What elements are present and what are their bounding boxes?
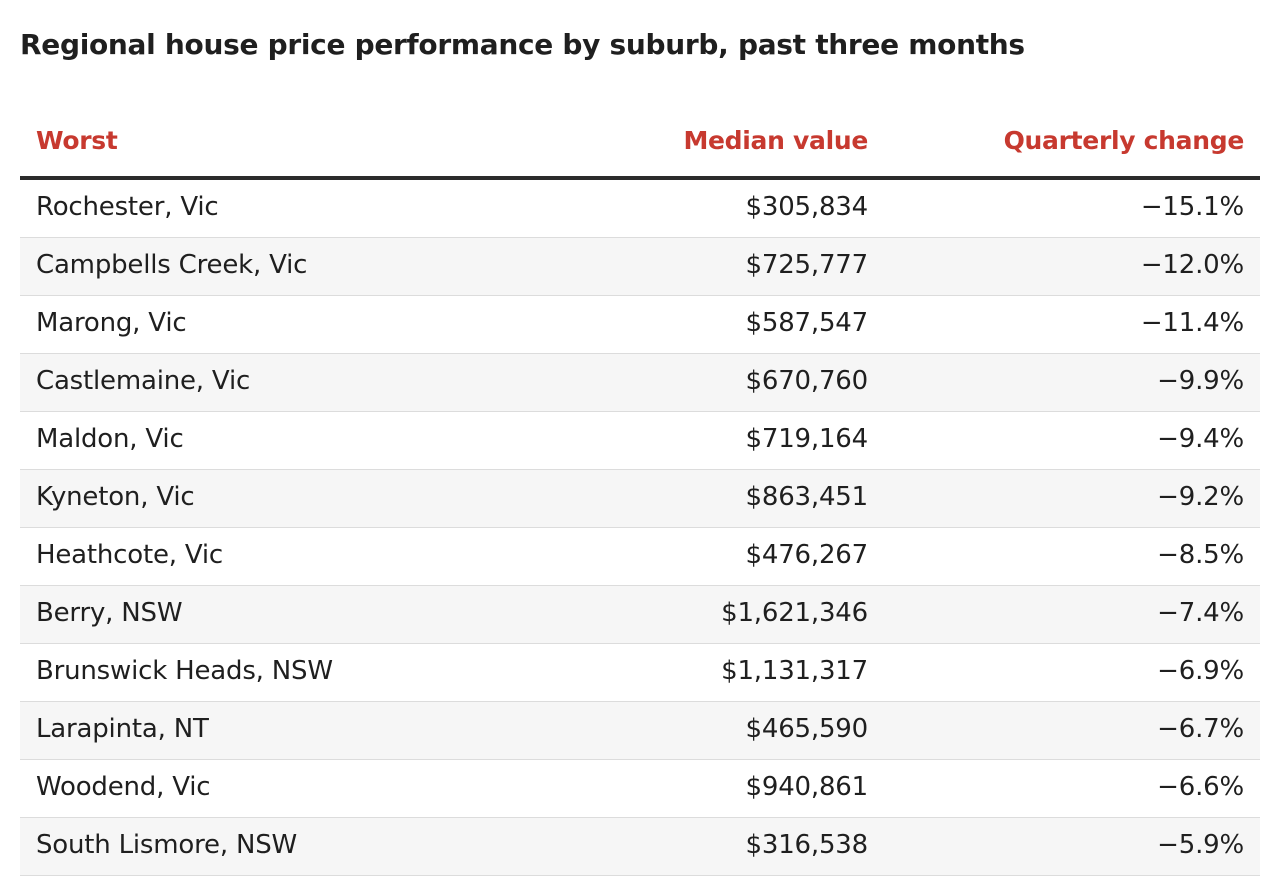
median-value-cell: $863,451	[745, 482, 869, 512]
header-worst: Worst	[36, 126, 118, 155]
quarterly-change-cell: −7.4%	[1157, 598, 1244, 628]
quarterly-change-cell: −5.9%	[1157, 830, 1244, 860]
suburb-cell: Woodend, Vic	[36, 772, 211, 802]
median-value-cell: $719,164	[745, 424, 869, 454]
suburb-cell: Brunswick Heads, NSW	[36, 656, 333, 686]
table-row: Campbells Creek, Vic $725,777 −12.0%	[20, 238, 1260, 296]
median-value-cell: $587,547	[745, 308, 869, 338]
header-median-value: Median value	[683, 126, 868, 155]
median-value-cell: $670,760	[745, 366, 869, 396]
suburb-cell: Rochester, Vic	[36, 192, 219, 222]
table-row: Castlemaine, Vic $670,760 −9.9%	[20, 354, 1260, 412]
suburb-cell: Heathcote, Vic	[36, 540, 224, 570]
quarterly-change-cell: −12.0%	[1140, 250, 1244, 280]
median-value-cell: $305,834	[745, 192, 869, 222]
quarterly-change-cell: −6.6%	[1157, 772, 1244, 802]
table-header: Worst Median value Quarterly change	[20, 118, 1260, 180]
table-row: Larapinta, NT $465,590 −6.7%	[20, 702, 1260, 760]
quarterly-change-cell: −9.2%	[1157, 482, 1244, 512]
suburb-cell: South Lismore, NSW	[36, 830, 298, 860]
quarterly-change-cell: −6.7%	[1157, 714, 1244, 744]
data-table: Worst Median value Quarterly change Roch…	[20, 118, 1260, 876]
suburb-cell: Kyneton, Vic	[36, 482, 195, 512]
median-value-cell: $1,621,346	[721, 598, 868, 628]
quarterly-change-cell: −6.9%	[1157, 656, 1244, 686]
suburb-cell: Berry, NSW	[36, 598, 183, 628]
table-row: Marong, Vic $587,547 −11.4%	[20, 296, 1260, 354]
table-row: Woodend, Vic $940,861 −6.6%	[20, 760, 1260, 818]
quarterly-change-cell: −15.1%	[1140, 192, 1244, 222]
quarterly-change-cell: −9.4%	[1157, 424, 1244, 454]
table-row: Maldon, Vic $719,164 −9.4%	[20, 412, 1260, 470]
chart-title: Regional house price performance by subu…	[20, 28, 1025, 61]
table-row: South Lismore, NSW $316,538 −5.9%	[20, 818, 1260, 876]
suburb-cell: Marong, Vic	[36, 308, 187, 338]
quarterly-change-cell: −11.4%	[1140, 308, 1244, 338]
table-row: Rochester, Vic $305,834 −15.1%	[20, 180, 1260, 238]
header-quarterly-change: Quarterly change	[1003, 126, 1245, 155]
table-row: Kyneton, Vic $863,451 −9.2%	[20, 470, 1260, 528]
quarterly-change-cell: −9.9%	[1157, 366, 1244, 396]
median-value-cell: $1,131,317	[721, 656, 868, 686]
suburb-cell: Maldon, Vic	[36, 424, 184, 454]
median-value-cell: $316,538	[745, 830, 869, 860]
table-body: Rochester, Vic $305,834 −15.1% Campbells Cr…	[20, 180, 1260, 876]
median-value-cell: $940,861	[745, 772, 869, 802]
suburb-cell: Castlemaine, Vic	[36, 366, 251, 396]
median-value-cell: $725,777	[745, 250, 869, 280]
median-value-cell: $476,267	[745, 540, 869, 570]
table-row: Brunswick Heads, NSW $1,131,317 −6.9%	[20, 644, 1260, 702]
suburb-cell: Campbells Creek, Vic	[36, 250, 308, 280]
median-value-cell: $465,590	[745, 714, 869, 744]
quarterly-change-cell: −8.5%	[1157, 540, 1244, 570]
table-row: Berry, NSW $1,621,346 −7.4%	[20, 586, 1260, 644]
suburb-cell: Larapinta, NT	[36, 714, 209, 744]
table-row: Heathcote, Vic $476,267 −8.5%	[20, 528, 1260, 586]
